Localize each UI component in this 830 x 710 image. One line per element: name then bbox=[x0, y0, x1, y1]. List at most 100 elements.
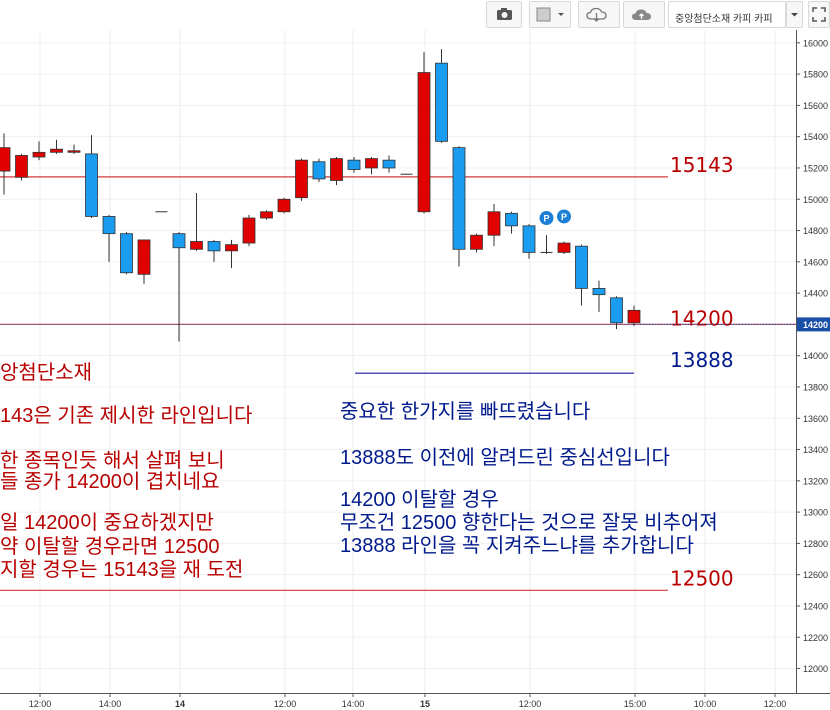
candle-body bbox=[50, 148, 63, 153]
candle-body bbox=[470, 234, 483, 250]
candle-body bbox=[137, 239, 151, 275]
annotation-left-line: 143은 기존 제시한 라인입니다 bbox=[0, 405, 253, 427]
symbol-label: 중앙첨단소재 카피 카피 bbox=[675, 14, 773, 25]
y-tick-label: 15000 bbox=[803, 195, 828, 205]
y-tick-label: 14000 bbox=[803, 351, 828, 361]
load-chart-button[interactable] bbox=[578, 1, 620, 28]
candle-body bbox=[260, 211, 273, 219]
candle-body bbox=[417, 72, 431, 213]
candle-body bbox=[330, 158, 343, 181]
fullscreen-icon bbox=[812, 7, 826, 22]
annotation-left-line: 지할 경우는 15143을 재 도전 bbox=[0, 559, 244, 581]
symbol-dropdown-button[interactable] bbox=[786, 1, 803, 28]
candle-body bbox=[382, 159, 396, 169]
candle-body bbox=[190, 241, 203, 250]
y-tick-label: 15600 bbox=[803, 101, 828, 111]
x-tick-label: 14:00 bbox=[342, 699, 365, 709]
candle-body bbox=[225, 244, 238, 252]
annotation-right-line: 13888 라인을 꼭 지켜주느냐를 추가합니다 bbox=[340, 535, 694, 557]
x-tick-label: 12:00 bbox=[764, 699, 787, 709]
candle-body bbox=[610, 297, 623, 324]
chart-style-button[interactable] bbox=[529, 1, 571, 28]
p-marker[interactable] bbox=[538, 210, 555, 227]
candle-body bbox=[487, 211, 501, 236]
y-tick-label: 15800 bbox=[803, 70, 828, 80]
candle-body bbox=[522, 225, 536, 253]
candle-body bbox=[312, 161, 326, 180]
x-tick-label: 12:00 bbox=[519, 699, 542, 709]
screenshot-button[interactable] bbox=[486, 1, 522, 28]
candle-body bbox=[172, 233, 186, 249]
candle-body bbox=[15, 155, 28, 178]
y-tick-label: 15400 bbox=[803, 132, 828, 142]
candle-body bbox=[627, 309, 641, 324]
x-tick-label: 12:00 bbox=[274, 699, 297, 709]
cloud-download-icon bbox=[586, 7, 607, 22]
candle-body bbox=[207, 241, 221, 252]
annotation-left-line: 약 이탈할 경우라면 12500 bbox=[0, 536, 220, 558]
annotation-left-line: 들 종가 14200이 겹치네요 bbox=[0, 471, 220, 493]
p-marker[interactable] bbox=[556, 208, 572, 225]
y-tick-label: 12400 bbox=[803, 601, 828, 611]
annotation-right-line: 13888도 이전에 알려드린 중심선입니다 bbox=[340, 447, 670, 469]
y-tick-label: 15200 bbox=[803, 163, 828, 173]
candle-body bbox=[452, 147, 466, 250]
chart-toolbar: 중앙첨단소재 카피 카피 bbox=[0, 0, 830, 30]
cloud-upload-icon bbox=[632, 9, 651, 20]
candle-body bbox=[347, 159, 361, 170]
candle-body bbox=[592, 288, 606, 296]
candle-body bbox=[295, 159, 308, 199]
dropdown-arrow-icon bbox=[791, 13, 798, 17]
candle-body bbox=[32, 151, 46, 158]
save-chart-button[interactable] bbox=[623, 1, 665, 28]
line-15143-label: 15143 bbox=[670, 153, 734, 177]
y-tick-label: 13800 bbox=[803, 382, 828, 392]
line-14200-label: 14200 bbox=[670, 306, 734, 330]
y-tick-label: 13600 bbox=[803, 414, 828, 424]
candle-body bbox=[120, 233, 133, 274]
x-tick-label: 15:00 bbox=[624, 699, 647, 709]
line-13888-label: 13888 bbox=[670, 348, 734, 372]
y-tick-label: 13000 bbox=[803, 508, 828, 518]
current-price-marker bbox=[797, 317, 830, 332]
camera-icon bbox=[497, 8, 512, 20]
y-tick-label: 12800 bbox=[803, 539, 828, 549]
annotation-left-line: 일 14200이 중요하겠지만 bbox=[0, 512, 214, 534]
candle-body bbox=[365, 158, 378, 169]
annotation-left-line: 한 종목인듯 해서 살펴 보니 bbox=[0, 450, 225, 472]
y-tick-label: 12000 bbox=[803, 664, 828, 674]
y-tick-label: 12600 bbox=[803, 570, 828, 580]
candle-body bbox=[575, 245, 588, 289]
x-tick-label: 10:00 bbox=[694, 699, 717, 709]
candle-body bbox=[505, 212, 518, 227]
p-marker-label: P bbox=[543, 214, 549, 224]
current-price-label: 14200 bbox=[803, 320, 828, 330]
chevron-down-icon bbox=[558, 13, 564, 16]
candle-body bbox=[277, 198, 291, 213]
annotation-left-line: 앙첨단소재 bbox=[0, 362, 92, 384]
annotation-right-line: 중요한 한가지를 빠뜨렸습니다 bbox=[340, 401, 591, 423]
x-tick-label: 12:00 bbox=[29, 699, 52, 709]
square-icon bbox=[536, 7, 551, 22]
candle-body bbox=[67, 150, 81, 153]
line-12500-label: 12500 bbox=[670, 566, 734, 590]
annotation-right-line: 무조건 12500 향한다는 것으로 잘못 비추어져 bbox=[340, 512, 718, 534]
candle-body bbox=[435, 62, 448, 142]
candle-body bbox=[0, 147, 11, 172]
y-tick-label: 14400 bbox=[803, 289, 828, 299]
candle-body bbox=[557, 242, 571, 253]
y-tick-label: 14800 bbox=[803, 226, 828, 236]
p-marker-label: P bbox=[561, 212, 567, 222]
y-tick-label: 16000 bbox=[803, 38, 828, 48]
y-tick-label: 13400 bbox=[803, 445, 828, 455]
y-tick-label: 13200 bbox=[803, 476, 828, 486]
y-tick-label: 14600 bbox=[803, 257, 828, 267]
candle-body bbox=[85, 153, 98, 217]
annotation-right-line: 14200 이탈할 경우 bbox=[340, 489, 499, 511]
x-tick-label: 14:00 bbox=[99, 699, 122, 709]
x-tick-label: 14 bbox=[175, 699, 185, 709]
candle-body bbox=[242, 217, 256, 244]
symbol-selector[interactable]: 중앙첨단소재 카피 카피 bbox=[668, 1, 786, 28]
x-tick-label: 15 bbox=[420, 699, 430, 709]
